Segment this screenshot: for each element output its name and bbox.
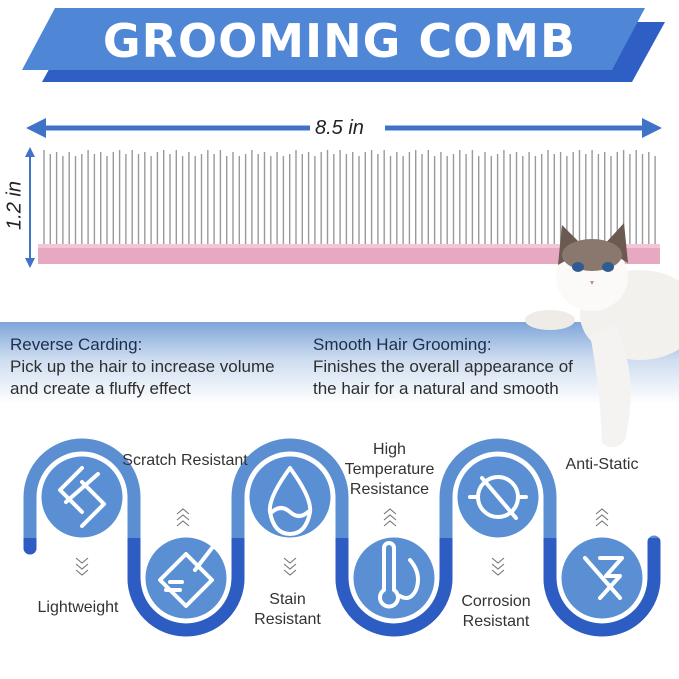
feature-band [0, 322, 679, 404]
feature-text: and create a fluffy effect [10, 379, 191, 398]
label-high-temperature: High Temperature Resistance [344, 441, 435, 498]
page-title: GROOMING COMB [102, 14, 577, 68]
feature-text: Pick up the hair to increase volume [10, 357, 275, 376]
feature-reverse-carding: Reverse Carding: Pick up the hair to inc… [10, 334, 275, 400]
label-corrosion-resistant: Corrosion Resistant [461, 593, 531, 630]
length-arrow [26, 118, 662, 138]
cat-image [525, 223, 679, 448]
height-arrow [25, 147, 35, 268]
label-stain-resistant: Stain Resistant [254, 591, 321, 628]
label-anti-static: Anti-Static [565, 456, 639, 473]
feature-text: Finishes the overall appearance of [313, 357, 573, 376]
feature-heading: Reverse Carding: [10, 335, 143, 354]
water-drop-icon [246, 453, 334, 541]
properties-wave [23, 438, 661, 637]
feature-heading: Smooth Hair Grooming: [313, 335, 492, 354]
layers-icon [38, 453, 126, 541]
feature-smooth-grooming: Smooth Hair Grooming: Finishes the overa… [313, 334, 573, 400]
feature-text: the hair for a natural and smooth [313, 379, 559, 398]
title-banner [22, 8, 665, 82]
label-lightweight: Lightweight [37, 599, 119, 616]
label-scratch-resistant: Scratch Resistant [122, 452, 248, 469]
length-label: 8.5 in [315, 117, 364, 139]
